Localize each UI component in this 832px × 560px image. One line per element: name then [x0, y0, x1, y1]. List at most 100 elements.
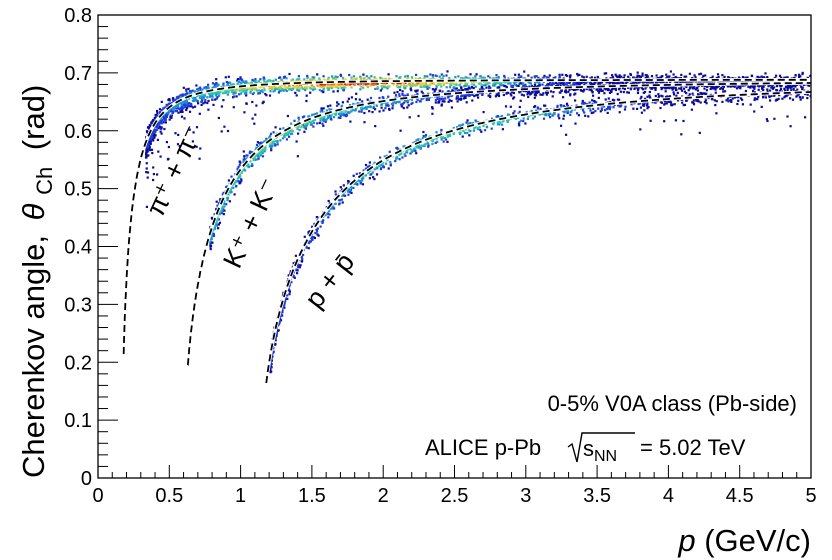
density-point	[240, 179, 243, 182]
density-point	[301, 87, 304, 90]
density-point	[635, 81, 638, 84]
density-point	[599, 110, 602, 113]
density-point	[290, 128, 293, 131]
density-point	[369, 84, 372, 87]
density-point	[169, 114, 172, 117]
density-point	[286, 132, 289, 135]
density-point	[233, 182, 236, 185]
density-point	[209, 237, 213, 240]
density-point	[435, 74, 438, 78]
density-point	[433, 137, 436, 141]
density-point	[632, 76, 635, 79]
density-point	[361, 100, 364, 103]
density-point	[729, 85, 732, 88]
density-point	[629, 88, 632, 91]
density-point	[231, 83, 234, 86]
density-point	[672, 77, 675, 80]
density-point	[732, 84, 735, 88]
density-point	[359, 182, 362, 185]
density-point	[480, 83, 483, 86]
density-point	[379, 76, 382, 79]
density-point	[580, 81, 583, 84]
density-point	[411, 82, 414, 85]
density-point	[188, 102, 191, 105]
density-point	[799, 75, 802, 78]
density-point	[545, 76, 548, 79]
density-point	[638, 86, 641, 89]
density-point	[307, 121, 310, 124]
density-point	[253, 154, 256, 157]
density-point	[618, 76, 622, 79]
density-point	[510, 94, 513, 97]
density-point	[192, 96, 195, 99]
density-point	[294, 91, 297, 94]
density-point	[542, 76, 545, 79]
density-point	[500, 114, 504, 118]
density-point	[301, 257, 304, 261]
density-point	[321, 122, 324, 125]
density-point	[466, 88, 469, 91]
density-point	[272, 79, 275, 82]
density-point	[295, 78, 298, 81]
density-point	[497, 81, 500, 84]
density-point	[786, 76, 789, 79]
density-point	[197, 102, 200, 105]
density-point	[492, 77, 495, 80]
density-point	[507, 113, 510, 116]
density-point	[524, 83, 527, 86]
density-point	[329, 115, 332, 119]
density-point	[195, 145, 198, 148]
density-point	[437, 101, 440, 104]
density-point	[364, 82, 367, 85]
density-point	[705, 81, 708, 84]
density-point	[766, 90, 769, 93]
density-point	[738, 86, 741, 89]
density-point	[423, 143, 426, 146]
density-point	[331, 85, 334, 88]
density-point	[242, 168, 245, 171]
density-point	[499, 82, 502, 85]
density-point	[692, 101, 695, 104]
density-point	[238, 93, 241, 96]
density-point	[471, 93, 474, 96]
density-point	[292, 275, 295, 278]
density-point	[200, 100, 203, 103]
density-point	[450, 94, 453, 97]
density-point	[769, 99, 772, 102]
density-point	[340, 198, 343, 201]
density-point	[220, 130, 223, 133]
density-point	[798, 96, 801, 99]
density-point	[234, 180, 237, 183]
density-point	[672, 91, 675, 94]
density-point	[418, 77, 421, 80]
density-point	[211, 93, 214, 96]
density-point	[590, 76, 593, 79]
density-point	[425, 86, 428, 89]
density-point	[205, 87, 208, 90]
density-point	[149, 148, 152, 151]
density-point	[641, 88, 645, 91]
density-point	[557, 115, 560, 118]
density-point	[342, 112, 345, 115]
density-point	[313, 86, 316, 89]
density-point	[470, 85, 473, 88]
density-point	[367, 105, 370, 108]
density-point	[533, 105, 536, 109]
density-point	[225, 185, 228, 189]
density-point	[320, 116, 323, 120]
density-point	[245, 86, 248, 89]
density-point	[552, 91, 555, 94]
density-point	[768, 96, 771, 99]
density-point	[574, 122, 577, 125]
density-point	[527, 74, 530, 77]
density-point	[221, 209, 224, 212]
density-point	[759, 84, 762, 87]
density-point	[446, 140, 449, 143]
density-point	[609, 81, 612, 84]
density-point	[209, 95, 212, 98]
density-point	[386, 159, 389, 162]
density-point	[309, 240, 313, 243]
density-point	[424, 85, 427, 88]
density-point	[620, 103, 623, 106]
density-point	[290, 88, 293, 92]
